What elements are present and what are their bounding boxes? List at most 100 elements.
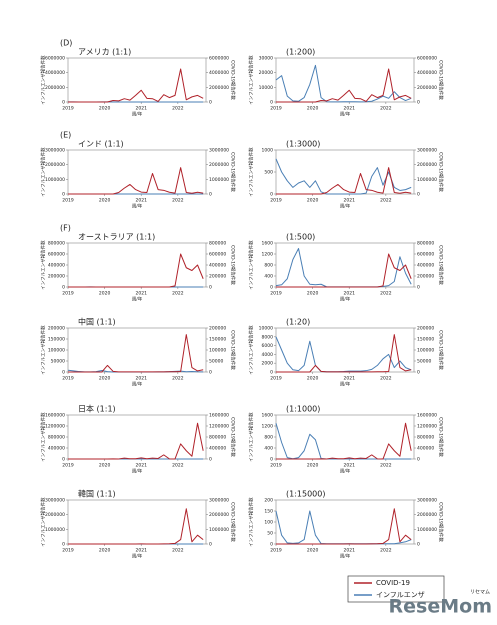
x-tick-label: 2022 [380,463,392,469]
x-tick-label: 2020 [307,198,319,204]
x-axis-label: 週/年 [340,111,351,118]
series-line [276,422,412,460]
y2-tick-label: 0 [417,542,420,548]
y2-tick-label: 200000 [417,326,434,332]
x-tick-label: 2022 [172,376,184,382]
x-tick-label: 2020 [307,548,319,554]
y2-tick-label: 800000 [417,241,434,247]
y-tick-label: 4000 [262,352,274,358]
y-tick-label: 800000 [48,241,65,247]
x-tick-label: 2019 [62,463,74,469]
y2-tick-label: 4000000 [417,70,437,76]
y-tick-label: 1600 [262,241,274,247]
y-tick-label: 0 [62,457,65,463]
x-tick-label: 2019 [62,291,74,297]
y-tick-label: 1600000 [45,413,65,419]
x-axis-label: 週/年 [340,381,351,388]
y-tick-label: 2000 [262,361,274,367]
y-tick-label: 800 [264,435,273,441]
y2-tick-label: 2000000 [209,162,229,168]
y-tick-label: 1000000 [45,527,65,533]
y2-tick-label: 1000000 [417,527,437,533]
chart-title: インド (1:1) [78,140,124,149]
x-tick-label: 2019 [270,106,282,112]
y2-tick-label: 150000 [417,337,434,343]
y-axis-label: インフルエンザ報告件数 [248,55,255,105]
series-line [68,68,204,103]
y2-tick-label: 100000 [209,348,226,354]
y2-tick-label: 100000 [417,348,434,354]
y2-tick-label: 3000000 [417,148,437,154]
y2-tick-label: 4000000 [209,70,229,76]
y2-tick-label: 1000000 [209,527,229,533]
y-tick-label: 0 [62,285,65,291]
y-tick-label: 1000000 [45,177,65,183]
y2-tick-label: 200000 [209,326,226,332]
chart-title: (1:3000) [286,140,320,149]
y2-tick-label: 6000000 [209,56,229,62]
y-tick-label: 150 [264,509,273,515]
y-tick-label: 400000 [48,263,65,269]
legend-box [347,575,445,603]
y2-axis-label: COVID-19報告件数 [230,60,237,100]
x-tick-label: 2021 [135,463,147,469]
y2-tick-label: 1000000 [417,177,437,183]
x-axis-label: 週/年 [340,203,351,210]
y-tick-label: 0 [270,370,273,376]
x-tick-label: 2021 [343,463,355,469]
y-axis-label: インフルエンザ報告件数 [248,147,255,197]
y2-tick-label: 2000000 [417,85,437,91]
y2-axis-label: COVID-19報告件数 [230,245,237,285]
y-tick-label: 0 [62,370,65,376]
y2-axis-label: COVID-19報告件数 [438,60,445,100]
y2-tick-label: 800000 [209,241,226,247]
y-tick-label: 10000 [259,326,273,332]
y2-axis-label: COVID-19報告件数 [438,502,445,542]
y-axis-label: インフルエンザ報告件数 [40,55,47,105]
y-tick-label: 1600 [262,413,274,419]
x-tick-label: 2022 [172,548,184,554]
y2-axis-label: COVID-19報告件数 [438,152,445,192]
chart-title: アメリカ (1:1) [78,48,131,57]
y-tick-label: 30000 [259,56,273,62]
y2-tick-label: 800000 [209,435,226,441]
series-line [275,64,412,103]
y-tick-label: 2000000 [45,512,65,518]
y-tick-label: 0 [62,542,65,548]
chart-title: (1:500) [286,233,315,242]
y2-tick-label: 6000000 [417,56,437,62]
y2-tick-label: 400000 [417,446,434,452]
y-tick-label: 3000000 [45,498,65,504]
chart-title: 日本 (1:1) [78,404,116,414]
chart-title: (1:15000) [286,490,325,499]
y-tick-label: 1000 [262,148,274,154]
x-tick-label: 2022 [380,291,392,297]
y2-tick-label: 400000 [209,446,226,452]
chart: 韓国 (1:1) 0 1000000 2000000 3000000 0 1000000 20… [40,489,237,560]
y2-tick-label: 1000000 [209,177,229,183]
y2-tick-label: 2000000 [209,85,229,91]
y2-tick-label: 200000 [417,274,434,280]
y2-axis-label: COVID-19報告件数 [230,330,237,370]
x-tick-label: 2020 [99,198,111,204]
chart: (1:500) 0 400 800 1200 1600 0 200000 400000 60000… [248,233,445,303]
x-tick-label: 2020 [307,106,319,112]
chart-title: (1:1000) [286,405,320,414]
y-tick-label: 100 [264,520,273,526]
y-axis-label: インフルエンザ報告件数 [40,412,47,462]
x-tick-label: 2021 [343,548,355,554]
y-tick-label: 500 [264,170,273,176]
y-tick-label: 50 [267,531,273,537]
y-tick-label: 10000 [259,85,273,91]
x-axis-label: 週/年 [132,296,143,303]
series-line [68,167,204,195]
x-axis-label: 週/年 [340,296,351,303]
legend-label: インフルエンザ [376,591,425,599]
x-tick-label: 2021 [135,291,147,297]
chart: (1:1000) 0 400 800 1200 1600 0 400000 800000 1200… [248,405,445,475]
x-axis-label: 週/年 [340,553,351,560]
y-tick-label: 50000 [51,359,65,365]
series-line [276,167,412,195]
y2-tick-label: 50000 [417,359,431,365]
watermark: ReseMom [389,596,492,618]
